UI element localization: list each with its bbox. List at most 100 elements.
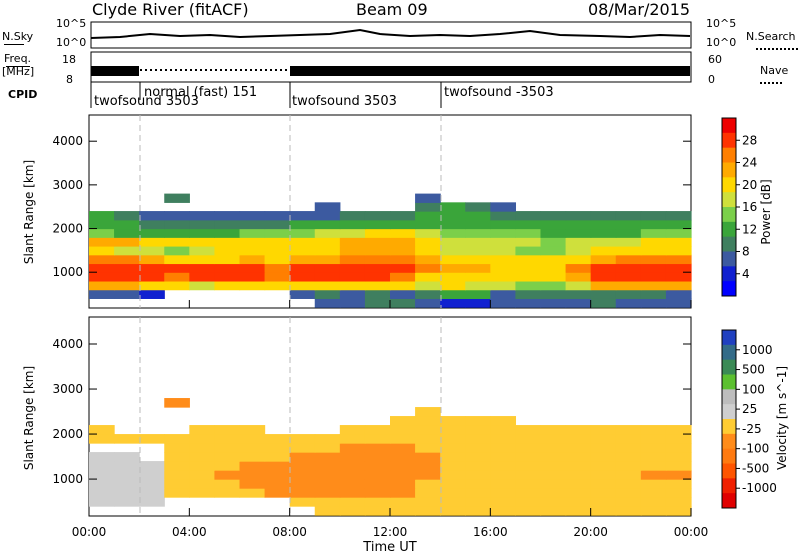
heatmap-cell [114, 272, 140, 282]
colorbar-tick-label: 100 [742, 382, 765, 396]
heatmap-cell [339, 443, 366, 453]
heatmap-cell [164, 228, 190, 238]
heatmap-cell [214, 434, 241, 444]
heatmap-cell [264, 246, 291, 256]
heatmap-cell [264, 228, 291, 238]
heatmap-cell [440, 237, 466, 247]
heatmap-cell [214, 263, 241, 273]
colorbar-tick-label: -25 [742, 422, 762, 436]
heatmap-cell [440, 461, 466, 471]
heatmap-cell [490, 470, 517, 480]
heatmap-cell [590, 289, 617, 299]
heatmap-cell [490, 434, 517, 444]
heatmap-cell [440, 272, 466, 282]
heatmap-cell [615, 425, 642, 435]
heatmap-cell [89, 470, 115, 480]
heatmap-cell [415, 416, 441, 426]
heatmap-cell [289, 452, 316, 462]
heatmap-cell [390, 479, 416, 489]
noise-sky-underline [4, 44, 24, 45]
heatmap-cell [615, 211, 642, 221]
heatmap-cell [339, 219, 366, 230]
heatmap-cell [540, 289, 567, 299]
heatmap-cell [490, 254, 517, 265]
heatmap-cell [490, 497, 517, 507]
heatmap-cell [314, 280, 341, 291]
heatmap-cell [189, 434, 216, 444]
heatmap-cell [289, 479, 316, 489]
power-panel: 1000 2000 3000 4000 [52, 114, 692, 309]
heatmap-cell [640, 479, 667, 489]
cpid-segment-3: twofsound 3503 [292, 94, 397, 109]
colorbar-swatch [722, 221, 736, 238]
heatmap-cell [139, 246, 165, 256]
heatmap-cell [364, 211, 391, 221]
heatmap-cell [465, 246, 491, 256]
colorbar-swatch [722, 266, 736, 282]
x-tick-label: 20:00 [573, 525, 608, 539]
x-tick-label: 00:00 [72, 525, 107, 539]
heatmap-cell [465, 497, 491, 507]
heatmap-cell [139, 461, 165, 471]
heatmap-cell [540, 470, 567, 480]
heatmap-cell [239, 280, 266, 291]
heatmap-cell [89, 246, 115, 256]
heatmap-cell [640, 289, 667, 299]
heatmap-cell [465, 461, 491, 471]
heatmap-cell [565, 434, 592, 444]
heatmap-cell [114, 289, 140, 299]
power-colorbar-title: Power [dB] [759, 179, 773, 244]
heatmap-cell [415, 298, 441, 308]
noise-search-label: N.Search [746, 30, 796, 43]
heatmap-cell [440, 254, 466, 265]
heatmap-cell [590, 470, 617, 480]
heatmap-cell [665, 461, 692, 471]
heatmap-cell [214, 461, 241, 471]
colorbar-swatch [722, 493, 736, 509]
heatmap-cell [640, 298, 667, 308]
heatmap-cell [415, 452, 441, 462]
heatmap-cell [515, 237, 542, 247]
heatmap-cell [89, 237, 115, 247]
heatmap-cell [189, 272, 216, 282]
heatmap-cell [139, 434, 165, 444]
heatmap-cell [114, 263, 140, 273]
heatmap-cell [239, 254, 266, 265]
heatmap-cell [640, 443, 667, 453]
heatmap-cell [314, 228, 341, 238]
heatmap-cell [465, 506, 491, 516]
heatmap-cell [314, 211, 341, 221]
freq-label-underline [6, 66, 30, 67]
heatmap-cell [615, 272, 642, 282]
heatmap-cell [665, 443, 692, 453]
heatmap-cell [515, 263, 542, 273]
heatmap-cell [615, 280, 642, 291]
beam-title: Beam 09 [356, 0, 428, 19]
heatmap-cell [515, 434, 542, 444]
heatmap-cell [164, 193, 190, 203]
heatmap-cell [490, 272, 517, 282]
colorbar-swatch [722, 463, 736, 479]
heatmap-cell [339, 263, 366, 273]
x-axis-label: Time UT [362, 540, 416, 554]
heatmap-cell [590, 298, 617, 308]
heatmap-cell [390, 425, 416, 435]
heatmap-cell [339, 289, 366, 299]
heatmap-cell [114, 237, 140, 247]
heatmap-cell [264, 211, 291, 221]
heatmap-cell [390, 237, 416, 247]
heatmap-cell [164, 280, 190, 291]
heatmap-cell [565, 237, 592, 247]
heatmap-cell [89, 219, 115, 230]
heatmap-cell [415, 497, 441, 507]
heatmap-cell [665, 246, 692, 256]
heatmap-cell [189, 425, 216, 435]
nave-label: Nave [760, 64, 789, 77]
heatmap-cell [665, 211, 692, 221]
heatmap-cell [114, 470, 140, 480]
heatmap-cell [640, 497, 667, 507]
heatmap-cell [415, 272, 441, 282]
heatmap-cell [415, 289, 441, 299]
heatmap-cell [289, 289, 316, 299]
heatmap-cell [364, 246, 391, 256]
